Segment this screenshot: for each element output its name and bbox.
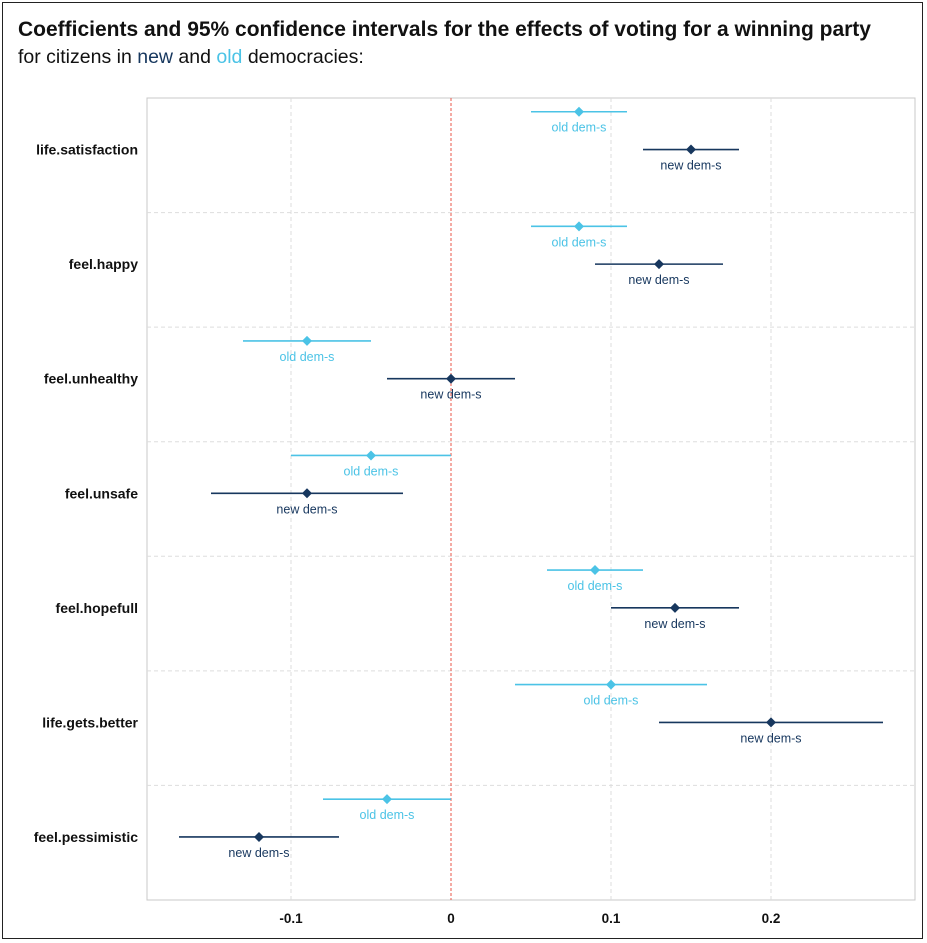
category-label: life.gets.better xyxy=(42,714,138,730)
subtitle-new-word: new xyxy=(137,46,173,68)
point-label: old dem-s xyxy=(552,235,607,249)
category-label: feel.hopefull xyxy=(56,600,138,616)
category-label: feel.happy xyxy=(69,256,138,272)
point-label: old dem-s xyxy=(568,579,623,593)
point-label: old dem-s xyxy=(552,121,607,135)
point-label: new dem-s xyxy=(644,617,705,631)
point-estimate-marker xyxy=(302,488,312,499)
point-estimate-marker xyxy=(686,144,696,155)
point-label: old dem-s xyxy=(584,694,639,708)
point-estimate-marker xyxy=(590,565,600,576)
point-label: new dem-s xyxy=(628,273,689,287)
category-label: feel.unsafe xyxy=(65,485,138,501)
point-label: old dem-s xyxy=(344,464,399,478)
point-label: new dem-s xyxy=(740,731,801,745)
point-estimate-marker xyxy=(574,221,584,232)
point-label: old dem-s xyxy=(360,808,415,822)
point-estimate-marker xyxy=(446,373,456,384)
point-estimate-marker xyxy=(766,717,776,728)
x-tick-label: 0 xyxy=(447,911,455,926)
point-estimate-marker xyxy=(606,679,616,690)
point-estimate-marker xyxy=(302,335,312,346)
point-estimate-marker xyxy=(254,831,264,842)
subtitle-suffix: democracies: xyxy=(242,46,364,68)
x-tick-label: 0.1 xyxy=(602,911,621,926)
point-label: new dem-s xyxy=(276,502,337,516)
subtitle-middle: and xyxy=(173,46,217,68)
chart-subtitle: for citizens in new and old democracies: xyxy=(18,46,364,69)
category-label: feel.unhealthy xyxy=(44,371,138,387)
x-tick-label: 0.2 xyxy=(762,911,781,926)
subtitle-old-word: old xyxy=(216,46,243,68)
plot-panel xyxy=(146,97,916,901)
subtitle-prefix: for citizens in xyxy=(18,46,138,68)
point-label: new dem-s xyxy=(660,159,721,173)
point-estimate-marker xyxy=(654,259,664,270)
point-estimate-marker xyxy=(382,794,392,805)
point-label: old dem-s xyxy=(280,350,335,364)
point-estimate-marker xyxy=(574,106,584,117)
category-label: feel.pessimistic xyxy=(34,829,138,845)
chart-title: Coefficients and 95% confidence interval… xyxy=(18,18,871,41)
point-estimate-marker xyxy=(366,450,376,461)
point-estimate-marker xyxy=(670,602,680,613)
category-label: life.satisfaction xyxy=(36,142,138,158)
point-label: new dem-s xyxy=(228,846,289,860)
point-label: new dem-s xyxy=(420,388,481,402)
x-tick-label: -0.1 xyxy=(279,911,303,926)
